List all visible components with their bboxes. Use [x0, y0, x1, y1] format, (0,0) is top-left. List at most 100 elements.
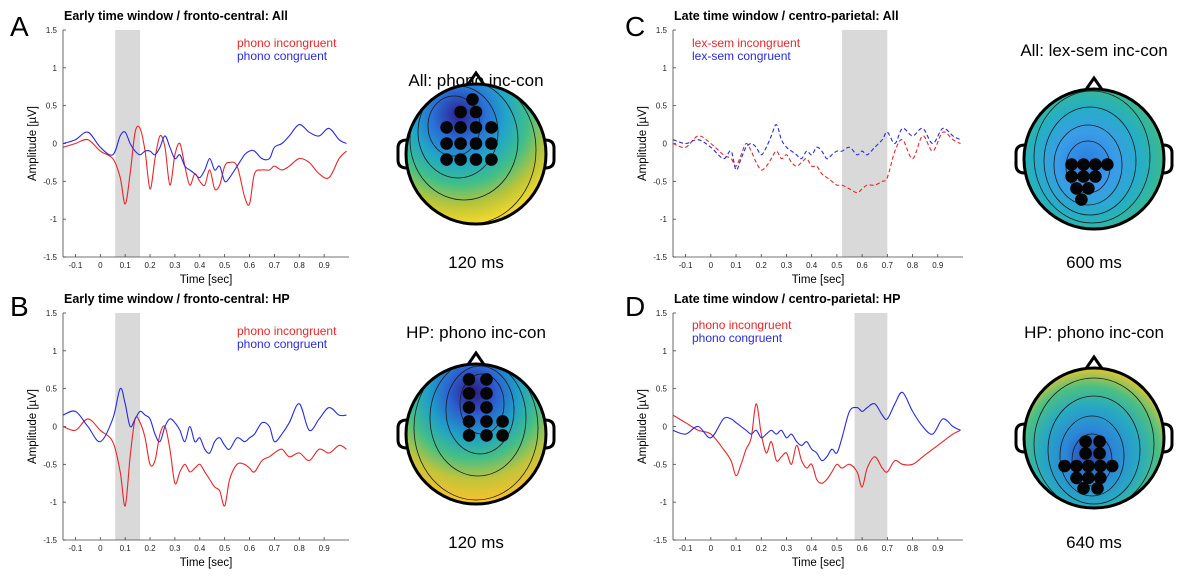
electrode-marker [462, 429, 476, 442]
y-tick-label: 1.5 [656, 309, 668, 318]
y-axis-label: Amplitude [µV] [637, 106, 649, 181]
x-tick-label: 0.5 [831, 261, 843, 270]
series-line-incongruent [62, 416, 347, 507]
topoplot-time-label: 600 ms [1066, 253, 1122, 272]
electrode-marker [1105, 459, 1119, 473]
y-tick-label: -0.5 [43, 460, 57, 469]
series-line-incongruent [62, 125, 347, 206]
head-outline [1022, 87, 1166, 231]
x-tick-label: 0.5 [219, 544, 231, 553]
head-ear-left [396, 418, 408, 450]
electrode-marker [1079, 435, 1092, 448]
electrode-marker [1089, 158, 1102, 171]
panel-letter: D [625, 291, 645, 322]
y-tick-label: -1 [660, 498, 668, 507]
x-tick-label: 0.3 [781, 261, 793, 270]
topo-contour-line [406, 84, 537, 224]
x-tick-label: 0.1 [120, 261, 132, 270]
x-tick-label: 0.1 [730, 261, 742, 270]
x-axis-label: Time [sec] [180, 274, 233, 286]
plot-title: Early time window / fronto-central: All [64, 9, 288, 23]
x-tick-label: 0.7 [269, 544, 281, 553]
x-tick-label: 0.8 [907, 544, 919, 553]
series-line-congruent [62, 387, 347, 454]
x-tick-label: 0.8 [294, 544, 306, 553]
electrode-marker [1079, 447, 1092, 460]
head-nose [465, 350, 487, 367]
y-axis-label: Amplitude [µV] [27, 389, 39, 464]
x-tick-label: 0.7 [269, 261, 281, 270]
legend-entry-incongruent: phono incongruent [237, 324, 337, 338]
electrode-marker [485, 137, 498, 150]
electrode-marker [480, 415, 493, 428]
topo-contour-line [1033, 377, 1155, 508]
topoplot-time-label: 120 ms [448, 533, 504, 552]
y-tick-label: 1.5 [656, 26, 668, 35]
electrode-marker [1077, 482, 1090, 495]
head-nose [1083, 354, 1105, 371]
electrode-marker [1058, 459, 1071, 473]
series-line-incongruent [672, 403, 961, 488]
x-tick-label: 0.9 [319, 544, 331, 553]
electrode-marker [480, 387, 493, 400]
electrode-marker [1094, 471, 1107, 485]
x-tick-label: 0.4 [194, 261, 206, 270]
y-tick-label: -1 [660, 215, 668, 224]
y-tick-label: -0.5 [653, 460, 667, 469]
y-tick-label: 1 [53, 347, 58, 356]
legend-entry-congruent: lex-sem congruent [692, 49, 791, 63]
electrode-marker [480, 373, 493, 386]
panel-letter: C [625, 11, 645, 42]
electrode-marker [485, 153, 498, 166]
electrode-marker [1082, 459, 1095, 473]
panel-c: C Late time window / centro-parietal: All… [625, 9, 1174, 286]
y-tick-label: 1 [53, 64, 58, 73]
electrode-marker [440, 153, 453, 166]
electrode-marker [469, 121, 483, 134]
x-axis-label: Time [sec] [792, 557, 845, 569]
x-tick-label: 0.4 [194, 544, 206, 553]
x-tick-label: 0.9 [932, 261, 944, 270]
y-axis-label: Amplitude [µV] [637, 389, 649, 464]
y-tick-label: 0.5 [46, 102, 58, 111]
y-tick-label: 1 [663, 64, 668, 73]
electrode-marker [1093, 435, 1106, 448]
legend-entry-incongruent: phono incongruent [237, 36, 337, 50]
topoplot-title: All: phono inc-con [408, 71, 543, 90]
head-ear-left [1014, 143, 1026, 175]
head-ear-right [1162, 422, 1174, 454]
y-tick-label: 1.5 [46, 26, 58, 35]
topo-contour-line [429, 364, 527, 477]
x-axis-label: Time [sec] [792, 274, 845, 286]
topoplot-title: HP: phono inc-con [1024, 323, 1164, 342]
electrode-marker [462, 373, 476, 386]
electrode-marker [1077, 158, 1090, 171]
electrode-marker [480, 401, 493, 414]
x-axis-label: Time [sec] [180, 557, 233, 569]
head-nose [465, 70, 487, 87]
electrode-marker [462, 401, 476, 414]
y-tick-label: 0.5 [656, 385, 668, 394]
topo-map [1024, 368, 1164, 508]
x-tick-label: 0.2 [756, 544, 768, 553]
x-tick-label: 0.1 [120, 544, 132, 553]
y-tick-label: -1.5 [653, 253, 667, 262]
electrode-marker [1065, 170, 1078, 183]
x-tick-label: 0.9 [932, 544, 944, 553]
x-tick-label: 0.6 [857, 544, 869, 553]
x-tick-label: 0 [98, 261, 103, 270]
electrode-marker [440, 137, 453, 150]
electrode-marker [1065, 158, 1078, 171]
plot-title: Late time window / centro-parietal: HP [674, 292, 900, 306]
electrode-marker [454, 121, 467, 134]
panel-letter: A [10, 11, 29, 42]
topo-contour-line [1047, 395, 1141, 505]
topoplot: All: phono inc-con 120 ms [396, 70, 556, 272]
y-tick-label: -1 [50, 498, 58, 507]
electrode-marker [466, 93, 479, 106]
electrode-marker [462, 387, 476, 400]
x-tick-label: 0 [709, 261, 714, 270]
y-tick-label: -1.5 [43, 253, 57, 262]
analysis-window-shade [115, 30, 141, 257]
